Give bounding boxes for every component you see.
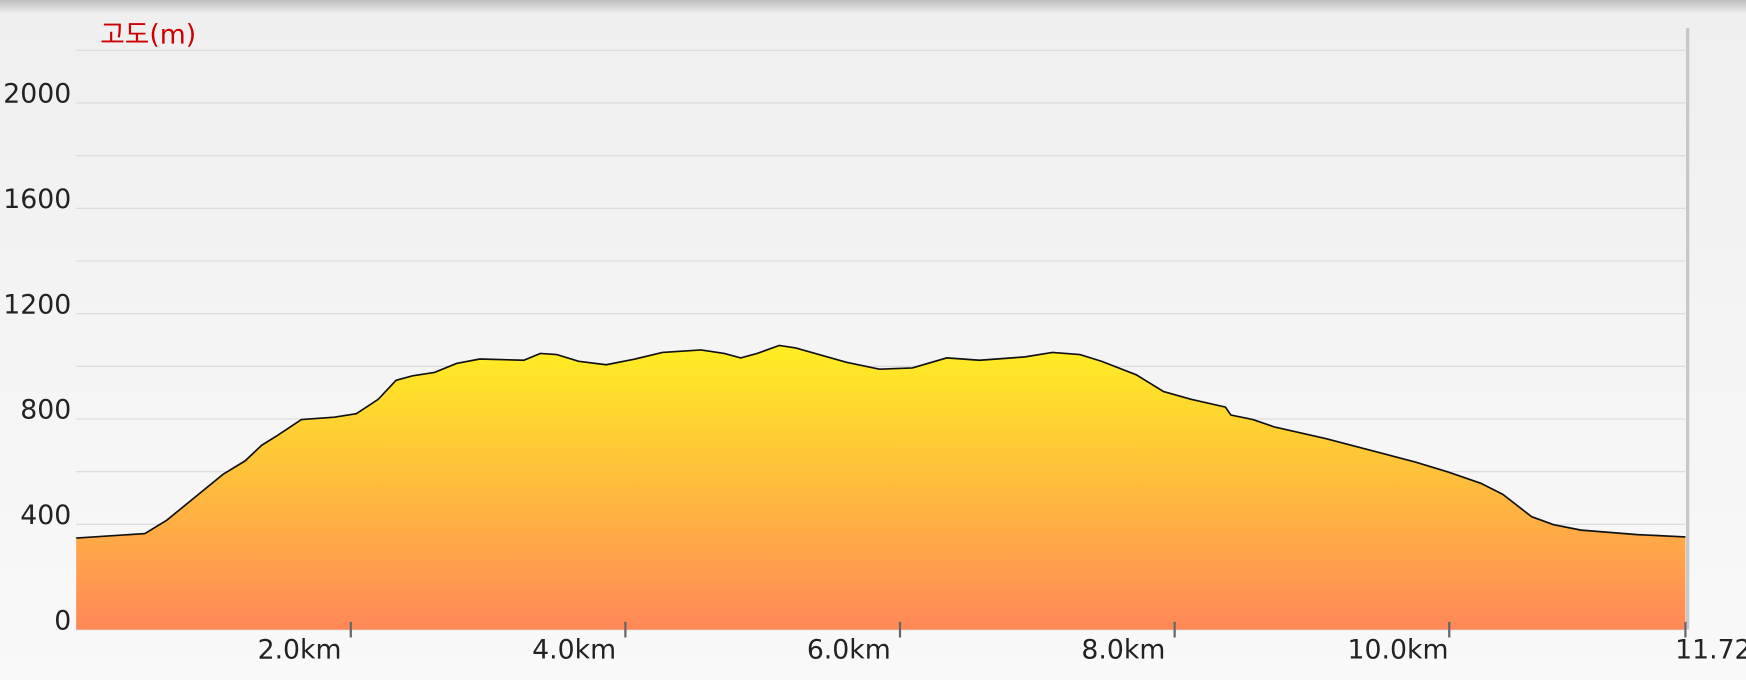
y-tick-label: 2000 (3, 79, 71, 110)
x-tick-label: 11.72k (1675, 634, 1746, 665)
x-tick-label: 2.0km (258, 634, 342, 665)
x-tick-label: 8.0km (1081, 634, 1165, 665)
y-tick-label: 1200 (3, 289, 71, 320)
y-tick-label: 1600 (3, 184, 71, 215)
profile-line (76, 344, 1686, 539)
x-tick-label: 10.0km (1348, 634, 1449, 665)
x-tick-label: 6.0km (807, 634, 891, 665)
area-fill (76, 345, 1686, 630)
axis-title: 고도(m) (100, 19, 196, 50)
x-tick-label: 4.0km (532, 634, 616, 665)
y-tick-label: 400 (20, 500, 71, 531)
y-tick-label: 800 (20, 395, 71, 426)
y-tick-label: 0 (54, 605, 71, 636)
